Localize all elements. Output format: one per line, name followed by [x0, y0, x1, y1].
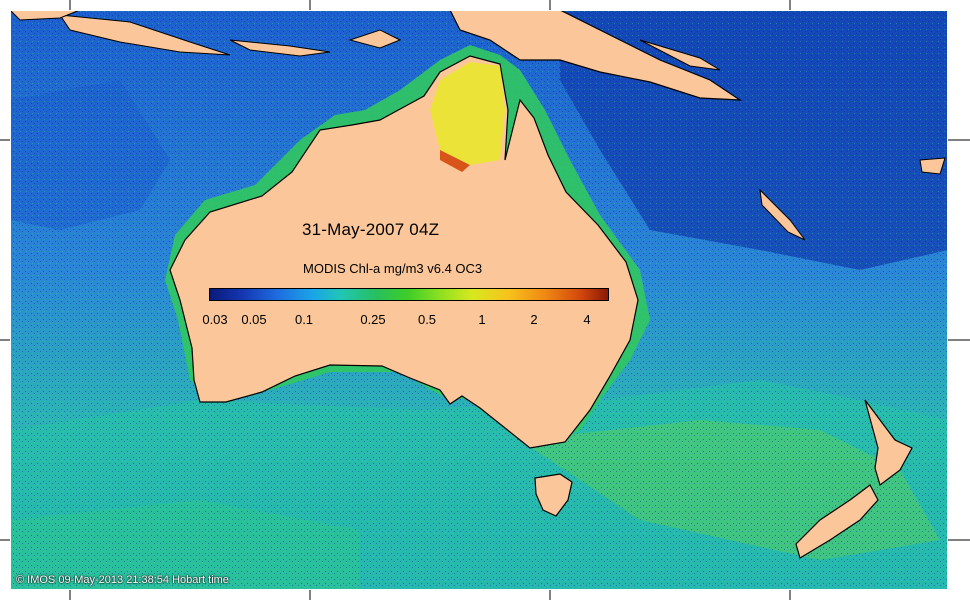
colorbar: [209, 288, 609, 301]
pacific-islands: [639, 39, 721, 71]
indonesia-landmass: [229, 39, 331, 57]
new-zealand-landmass: [795, 484, 879, 559]
colorbar-tick-label: 0.03: [202, 312, 228, 327]
pacific-islands: [759, 188, 806, 241]
indonesia-landmass: [348, 29, 402, 49]
map-border: [9, 9, 949, 591]
colorbar-tick-label: 4: [583, 312, 591, 327]
colorbar-tick-label: 1: [478, 312, 486, 327]
colorbar-tick-label: 2: [530, 312, 538, 327]
gulf-bloom: [430, 62, 505, 165]
colorbar-tick-label: 0.25: [360, 312, 386, 327]
indonesia-landmass: [58, 14, 231, 56]
tasmania-landmass: [534, 473, 573, 517]
copyright-notice: © IMOS 09-May-2013 21:38:54 Hobart time: [16, 574, 229, 586]
colorbar-title: MODIS Chl-a mg/m3 v6.4 OC3: [303, 261, 483, 276]
colorbar-tick-label: 0.1: [294, 312, 314, 327]
new-zealand-landmass: [864, 399, 913, 486]
map-date-label: 31-May-2007 04Z: [302, 220, 440, 239]
australia-landmass: [169, 55, 639, 449]
gulf-bloom: [440, 150, 470, 172]
new-guinea-landmass: [449, 9, 743, 101]
colorbar-tick-label: 0.05: [241, 312, 267, 327]
colorbar-tick-label: 0.5: [417, 312, 437, 327]
pacific-islands: [919, 157, 946, 175]
